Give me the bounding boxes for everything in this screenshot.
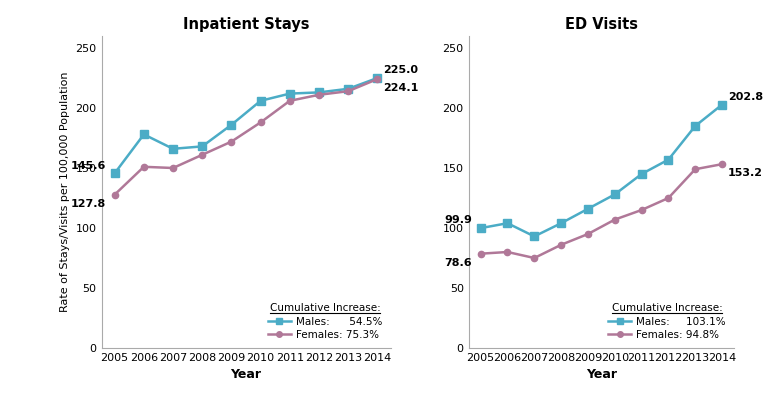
- Text: 224.1: 224.1: [383, 83, 419, 93]
- Legend: Males:      54.5%, Females: 75.3%: Males: 54.5%, Females: 75.3%: [265, 300, 385, 343]
- Title: Inpatient Stays: Inpatient Stays: [183, 17, 309, 32]
- Y-axis label: Rate of Stays/Visits per 100,000 Population: Rate of Stays/Visits per 100,000 Populat…: [60, 72, 70, 312]
- Text: 145.6: 145.6: [71, 160, 106, 170]
- Text: 99.9: 99.9: [444, 215, 473, 225]
- Text: 127.8: 127.8: [71, 199, 106, 209]
- Text: 153.2: 153.2: [728, 168, 762, 178]
- Text: 78.6: 78.6: [444, 258, 473, 268]
- X-axis label: Year: Year: [230, 368, 262, 382]
- X-axis label: Year: Year: [586, 368, 617, 382]
- Legend: Males:     103.1%, Females: 94.8%: Males: 103.1%, Females: 94.8%: [605, 300, 729, 343]
- Text: 225.0: 225.0: [383, 65, 418, 75]
- Title: ED Visits: ED Visits: [565, 17, 638, 32]
- Text: 202.8: 202.8: [728, 92, 763, 102]
